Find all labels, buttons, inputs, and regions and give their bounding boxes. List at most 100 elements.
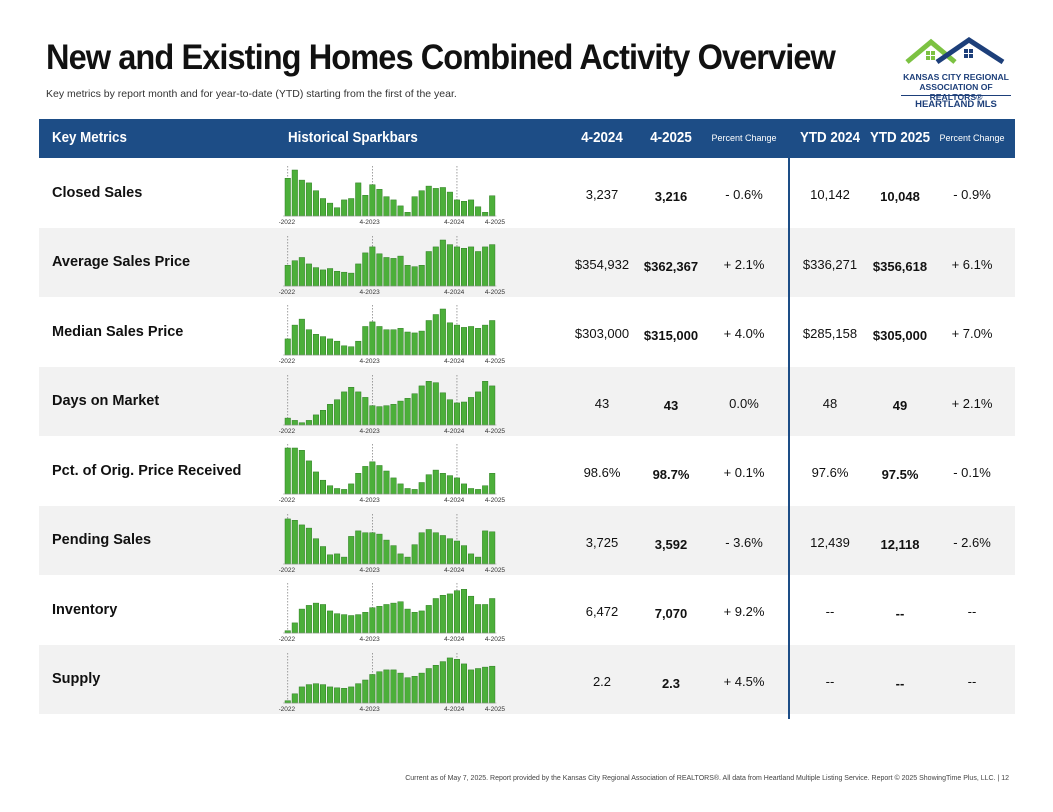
spark-bar	[348, 483, 355, 495]
metric-label: Pending Sales	[52, 532, 152, 549]
metric-label: Supply	[52, 671, 101, 688]
value-y1: --	[825, 604, 835, 619]
spark-bar	[489, 598, 496, 634]
value-y2: $356,618	[872, 258, 928, 274]
spark-bar	[327, 610, 334, 634]
value-v2: 3,216	[654, 189, 688, 204]
spark-bar	[334, 687, 341, 703]
spark-tick-label: 4-2023	[359, 497, 380, 504]
metric-label: Pct. of Orig. Price Received	[52, 462, 242, 479]
table-row: Days on Market 4-2022 4-2023 4-2024 4-2025 43…	[39, 366, 1015, 436]
spark-bar	[425, 528, 432, 564]
spark-bar	[453, 590, 460, 634]
sparkbar-chart: 4-2022 4-2023 4-2024 4-2025	[279, 652, 505, 713]
spark-bar	[305, 683, 312, 703]
spark-tick-label: 4-2022	[279, 219, 295, 226]
value-pct: - 3.6%	[725, 534, 763, 550]
spark-tick-label: 4-2024	[444, 497, 465, 504]
spark-tick-label: 4-2024	[444, 358, 465, 365]
spark-bar	[298, 450, 305, 495]
spark-bar	[383, 196, 390, 217]
value-v2: $315,000	[643, 328, 699, 343]
header-key-metrics: Key Metrics	[52, 130, 127, 146]
spark-bar	[425, 605, 432, 634]
spark-bar	[383, 539, 390, 564]
value-y1: 12,439	[810, 534, 850, 550]
spark-tick-label: 4-2025	[485, 567, 506, 574]
value-pct: + 4.0%	[723, 326, 765, 341]
spark-bar	[376, 189, 383, 217]
table-row: Average Sales Price4-20224-20234-20244-2…	[39, 227, 1015, 297]
spark-bar	[468, 396, 475, 425]
spark-bar	[298, 256, 305, 286]
sparkbar-chart: 4-2022 4-2023 4-2024 4-2025	[279, 235, 506, 296]
spark-tick-label: 4-2025	[485, 497, 506, 504]
spark-bar	[320, 269, 326, 286]
spark-bar	[390, 329, 397, 356]
spark-bar	[482, 380, 489, 425]
spark-bar	[397, 328, 404, 356]
spark-bar	[482, 604, 489, 634]
header-sparkbars: Historical Sparkbars	[288, 130, 418, 146]
spark-bar	[369, 461, 376, 495]
spark-bar	[397, 483, 404, 495]
spark-bar	[284, 518, 291, 564]
value-ypct: - 0.1%	[953, 465, 991, 480]
spark-bar	[489, 243, 496, 286]
spark-bar	[291, 447, 298, 495]
value-y1: $285,158	[802, 326, 858, 341]
spark-bar	[418, 531, 425, 564]
spark-bar	[468, 246, 475, 286]
spark-tick-label: 4-2022	[279, 567, 295, 574]
spark-tick-label: 4-2025	[485, 289, 506, 296]
spark-bar	[341, 687, 348, 703]
spark-bar	[446, 537, 453, 564]
header-percent-change: Percent Change	[711, 133, 777, 143]
table-row: Inventory 4-2022 4-2023 4-2024 4-2025 6,472 7,…	[39, 575, 1015, 645]
table-row: Median Sales Price4-20224-20234-20244-20…	[39, 297, 1015, 367]
spark-bar	[489, 531, 496, 564]
spark-bar	[355, 473, 362, 495]
spark-bar	[418, 330, 425, 356]
spark-bar	[411, 543, 418, 564]
spark-bar	[425, 474, 432, 495]
spark-bar	[475, 489, 482, 495]
spark-bar	[411, 196, 418, 217]
spark-bar	[284, 699, 291, 703]
value-v1: $354,932	[574, 256, 630, 272]
metric-label: Days on Market	[52, 393, 160, 410]
value-y2: 10,048	[880, 189, 920, 204]
value-y2: 49	[892, 397, 908, 413]
spark-bar	[482, 485, 489, 495]
spark-bar	[383, 470, 390, 495]
spark-tick-label: 4-2023	[359, 428, 380, 435]
spark-bar	[334, 340, 341, 356]
spark-bar	[369, 673, 376, 703]
spark-bar	[404, 556, 411, 564]
value-pct: + 2.1%	[723, 256, 765, 272]
value-ypct: + 2.1%	[951, 395, 993, 411]
spark-bar	[355, 263, 362, 286]
logo-line-2: ASSOCIATION OF REALTORS®	[919, 82, 993, 102]
spark-bar	[369, 531, 376, 564]
spark-tick-label: 4-2024	[444, 219, 465, 226]
value-y1: 10,142	[810, 187, 850, 202]
header-month-2025: 4-2025	[650, 130, 692, 146]
spark-bar	[418, 385, 425, 425]
value-pct: + 0.1%	[723, 465, 765, 480]
spark-bar	[404, 264, 411, 286]
spark-bar	[489, 320, 496, 356]
spark-bar	[468, 326, 475, 356]
spark-bar	[468, 199, 475, 217]
spark-bar	[355, 182, 362, 217]
spark-bar	[482, 666, 489, 703]
spark-bar	[312, 190, 319, 217]
page-subtitle: Key metrics by report month and for year…	[46, 88, 457, 100]
spark-bar	[291, 693, 298, 703]
spark-bar	[291, 169, 298, 217]
value-y1: $336,271	[802, 256, 858, 272]
spark-bar	[453, 658, 460, 703]
value-v2: $362,367	[643, 258, 699, 274]
spark-bar	[390, 669, 397, 703]
spark-bar	[362, 612, 369, 634]
